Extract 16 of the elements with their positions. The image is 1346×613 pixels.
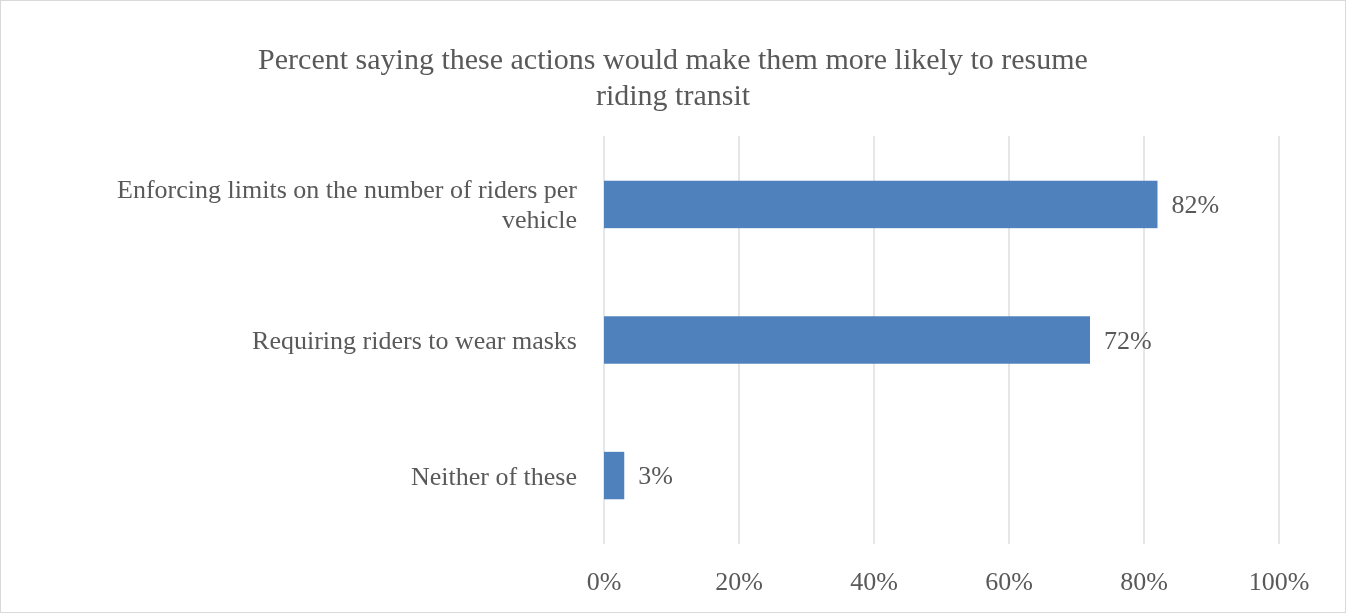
data-label: 72% bbox=[1104, 325, 1152, 355]
x-tick-label: 20% bbox=[715, 566, 763, 596]
x-tick-label: 0% bbox=[586, 566, 622, 596]
x-tick-label: 100% bbox=[1248, 566, 1310, 596]
bar bbox=[604, 451, 625, 500]
x-tick-label: 60% bbox=[985, 566, 1033, 596]
bar bbox=[604, 180, 1158, 229]
y-tick-label: Requiring riders to wear masks bbox=[252, 325, 577, 355]
x-tick-label: 80% bbox=[1120, 566, 1168, 596]
x-tick-label: 40% bbox=[850, 566, 898, 596]
data-label: 82% bbox=[1171, 189, 1220, 219]
chart-title: Percent saying these actions would make them more likely to resume riding transit bbox=[258, 41, 1088, 111]
y-tick-label: Enforcing limits on the number of riders per vehicle bbox=[117, 174, 578, 234]
data-label: 3% bbox=[638, 461, 673, 491]
y-tick-label: Neither of these bbox=[410, 461, 577, 491]
bar bbox=[604, 316, 1090, 364]
